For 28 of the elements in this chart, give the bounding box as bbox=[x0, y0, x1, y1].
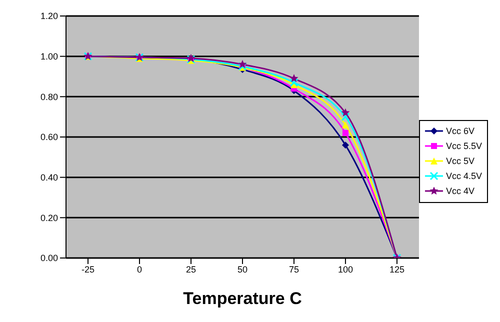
x-tick-label: 50 bbox=[237, 264, 248, 274]
x-tick-label: 25 bbox=[186, 264, 196, 274]
point bbox=[290, 74, 298, 82]
x-tick-label: 0 bbox=[136, 264, 142, 274]
y-tick-label: 0.80 bbox=[40, 92, 58, 102]
x-tick-label: 100 bbox=[338, 264, 353, 274]
x-tick-label: 75 bbox=[288, 264, 299, 274]
x-tick-label: -25 bbox=[81, 264, 95, 274]
point bbox=[341, 112, 350, 122]
y-tick-label: 1.00 bbox=[40, 52, 58, 62]
y-tick-label: 0.60 bbox=[40, 132, 58, 142]
y-tick-label: 1.20 bbox=[40, 11, 58, 22]
y-tick-label: 0.20 bbox=[40, 212, 58, 223]
y-tick-label: 0.40 bbox=[40, 172, 58, 183]
point bbox=[290, 78, 298, 87]
legend-label: Vcc 5V bbox=[446, 154, 474, 168]
x-axis-title: Temperature C bbox=[183, 289, 302, 308]
x-tick-label: 125 bbox=[389, 264, 404, 274]
point bbox=[342, 130, 348, 136]
legend-label: Vcc 5.5V bbox=[446, 140, 482, 152]
point bbox=[238, 60, 247, 68]
point bbox=[342, 142, 349, 149]
y-tick-label: 0.00 bbox=[40, 253, 58, 264]
legend-label: Vcc 6V bbox=[446, 124, 474, 138]
legend-label: Vcc 4.5V bbox=[446, 170, 482, 182]
point bbox=[342, 121, 349, 128]
point bbox=[341, 108, 350, 116]
legend-label: Vcc 4V bbox=[446, 184, 474, 198]
